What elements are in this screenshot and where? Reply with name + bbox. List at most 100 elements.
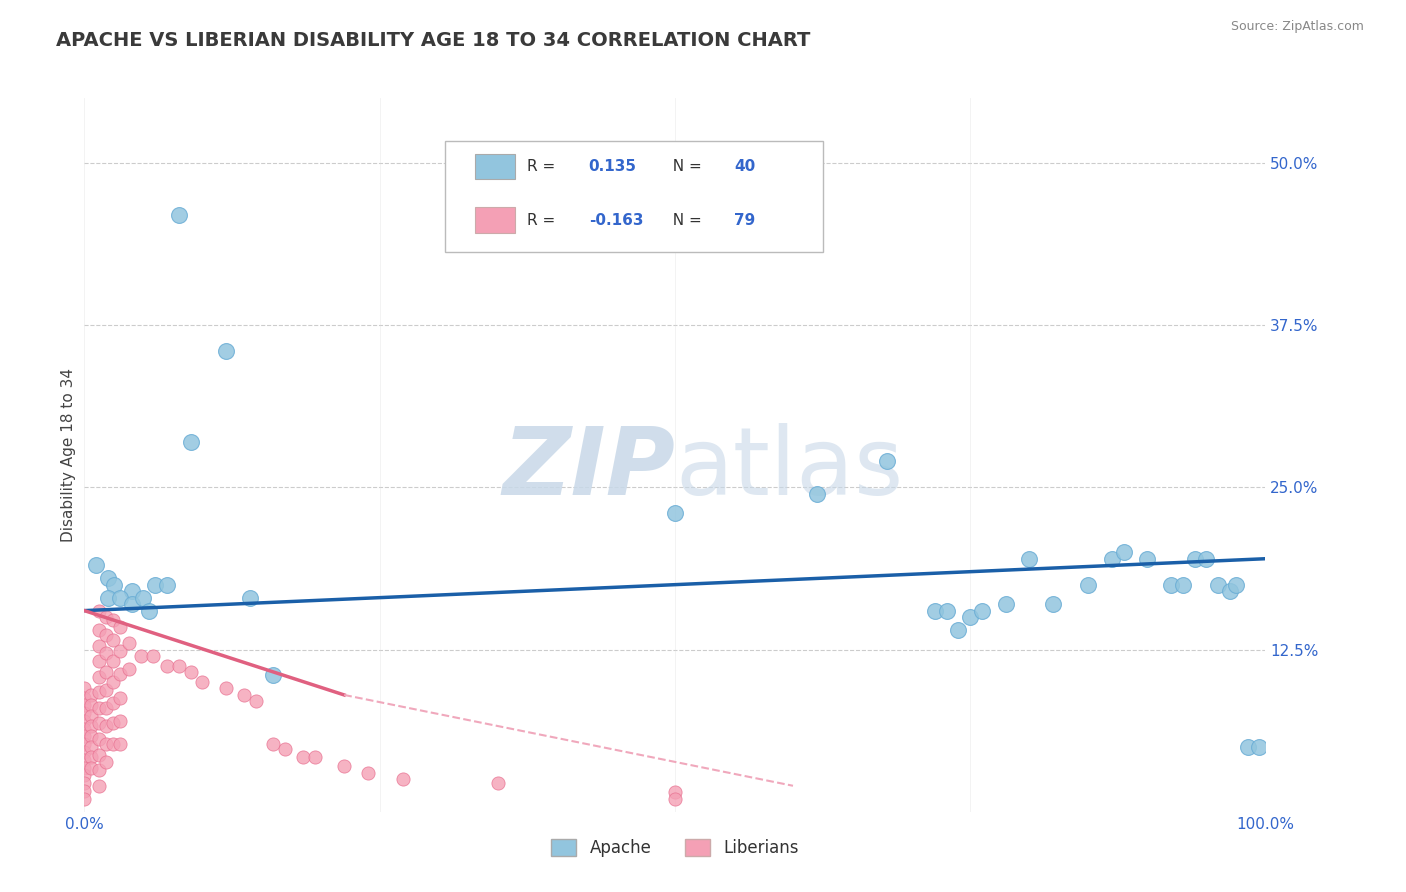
Point	[73, 745, 96, 759]
Point	[80, 719, 103, 733]
Text: R =: R =	[527, 159, 561, 174]
Text: atlas: atlas	[675, 423, 903, 516]
Point	[180, 665, 202, 679]
Point	[87, 639, 110, 653]
Point	[262, 668, 284, 682]
Point	[87, 716, 110, 731]
Point	[94, 701, 117, 715]
Point	[80, 698, 103, 713]
Text: ZIP: ZIP	[502, 423, 675, 516]
Point	[138, 604, 160, 618]
Point	[101, 716, 124, 731]
Point	[87, 779, 110, 793]
Point	[94, 665, 117, 679]
Point	[118, 662, 141, 676]
Point	[143, 577, 166, 591]
Point	[103, 577, 125, 591]
Point	[94, 737, 117, 751]
Point	[87, 670, 110, 684]
Point	[80, 688, 103, 702]
Point	[664, 791, 686, 805]
Point	[876, 454, 898, 468]
Point	[1219, 584, 1241, 599]
Point	[1101, 551, 1123, 566]
Point	[167, 659, 190, 673]
Point	[73, 690, 96, 705]
Point	[87, 654, 110, 668]
Point	[73, 776, 96, 790]
Point	[94, 628, 117, 642]
Point	[1195, 551, 1218, 566]
Point	[304, 750, 326, 764]
Point	[291, 750, 314, 764]
Point	[121, 597, 143, 611]
Point	[357, 765, 380, 780]
Point	[108, 690, 131, 705]
Point	[274, 742, 297, 756]
Point	[1225, 577, 1247, 591]
Point	[94, 647, 117, 661]
Point	[948, 623, 970, 637]
Point	[1184, 551, 1206, 566]
Point	[1077, 577, 1099, 591]
Point	[262, 737, 284, 751]
Point	[108, 714, 131, 728]
Point	[73, 681, 96, 696]
Point	[664, 506, 686, 520]
Point	[73, 791, 96, 805]
Point	[486, 776, 509, 790]
Point	[118, 636, 141, 650]
Point	[94, 610, 117, 624]
Point	[94, 682, 117, 697]
Point	[167, 208, 190, 222]
Point	[191, 675, 214, 690]
Point	[392, 772, 415, 787]
Text: 79: 79	[734, 212, 755, 227]
Point	[101, 737, 124, 751]
Text: N =: N =	[664, 159, 707, 174]
Point	[1136, 551, 1159, 566]
Point	[87, 604, 110, 618]
Point	[101, 696, 124, 710]
Point	[994, 597, 1017, 611]
Point	[101, 675, 124, 690]
Point	[664, 785, 686, 799]
Point	[94, 719, 117, 733]
FancyBboxPatch shape	[475, 153, 516, 179]
Point	[101, 613, 124, 627]
FancyBboxPatch shape	[475, 207, 516, 233]
Point	[1042, 597, 1064, 611]
Point	[156, 577, 179, 591]
Point	[1112, 545, 1135, 559]
Point	[333, 759, 356, 773]
Point	[73, 761, 96, 775]
Point	[215, 344, 238, 359]
Point	[1236, 739, 1258, 754]
Text: 40: 40	[734, 159, 755, 174]
Point	[132, 591, 155, 605]
Y-axis label: Disability Age 18 to 34: Disability Age 18 to 34	[60, 368, 76, 542]
Point	[73, 768, 96, 782]
Point	[1018, 551, 1040, 566]
Point	[121, 584, 143, 599]
Point	[80, 708, 103, 723]
Point	[806, 487, 828, 501]
Legend: Apache, Liberians: Apache, Liberians	[544, 832, 806, 864]
Point	[87, 623, 110, 637]
Point	[924, 604, 946, 618]
Point	[108, 644, 131, 658]
Text: Source: ZipAtlas.com: Source: ZipAtlas.com	[1230, 20, 1364, 33]
Point	[108, 667, 131, 681]
Point	[73, 737, 96, 751]
Point	[73, 784, 96, 798]
Point	[73, 753, 96, 767]
Point	[87, 747, 110, 762]
Point	[232, 688, 254, 702]
Point	[142, 648, 165, 663]
Text: APACHE VS LIBERIAN DISABILITY AGE 18 TO 34 CORRELATION CHART: APACHE VS LIBERIAN DISABILITY AGE 18 TO …	[56, 31, 811, 50]
Point	[1160, 577, 1182, 591]
Point	[87, 763, 110, 777]
Text: 0.135: 0.135	[589, 159, 637, 174]
Point	[108, 620, 131, 634]
Point	[73, 722, 96, 736]
